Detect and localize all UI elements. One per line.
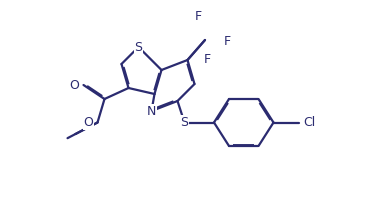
Text: Cl: Cl <box>303 116 315 129</box>
Text: O: O <box>83 116 93 129</box>
Text: S: S <box>180 116 188 129</box>
Text: N: N <box>147 104 156 117</box>
Text: F: F <box>203 53 210 66</box>
Text: F: F <box>223 35 231 48</box>
Text: S: S <box>134 40 142 53</box>
Text: O: O <box>70 79 79 92</box>
Text: F: F <box>194 9 202 22</box>
